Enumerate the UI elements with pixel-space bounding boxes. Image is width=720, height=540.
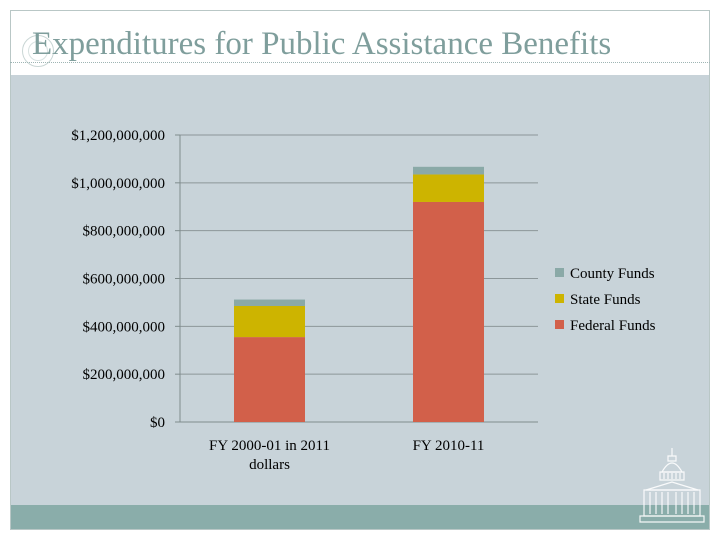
legend-swatch bbox=[555, 320, 564, 329]
y-tick-label: $800,000,000 bbox=[83, 224, 166, 240]
footer-bar bbox=[11, 505, 709, 529]
bar-segment-federal-funds bbox=[413, 201, 484, 422]
bar-segment-county-funds bbox=[413, 166, 484, 175]
bar-segment-state-funds bbox=[413, 174, 484, 202]
legend-swatch bbox=[555, 294, 564, 303]
title-ornament-inner-circle bbox=[28, 41, 48, 61]
content-panel bbox=[11, 75, 709, 505]
x-category-label: FY 2010-11 bbox=[413, 438, 485, 454]
capitol-building-icon bbox=[639, 448, 705, 523]
bar-segment-federal-funds bbox=[234, 337, 305, 422]
bar-segment-state-funds bbox=[234, 306, 305, 338]
y-tick-label: $200,000,000 bbox=[83, 367, 166, 383]
y-tick-label: $400,000,000 bbox=[83, 319, 166, 335]
title-divider bbox=[10, 62, 710, 63]
legend-label: County Funds bbox=[570, 266, 655, 282]
x-category-label: dollars bbox=[249, 457, 290, 473]
y-tick-label: $0 bbox=[150, 415, 165, 431]
legend-label: Federal Funds bbox=[570, 318, 656, 334]
slide-title: Expenditures for Public Assistance Benef… bbox=[32, 26, 612, 62]
y-tick-label: $1,000,000,000 bbox=[71, 176, 165, 192]
y-tick-label: $1,200,000,000 bbox=[71, 128, 165, 144]
y-tick-label: $600,000,000 bbox=[83, 272, 166, 288]
legend-label: State Funds bbox=[570, 292, 641, 308]
slide-frame bbox=[10, 10, 710, 530]
legend-swatch bbox=[555, 268, 564, 277]
title-ornament-circle bbox=[22, 35, 54, 67]
bar-segment-county-funds bbox=[234, 299, 305, 307]
x-category-label: FY 2000-01 in 2011 bbox=[209, 438, 330, 454]
